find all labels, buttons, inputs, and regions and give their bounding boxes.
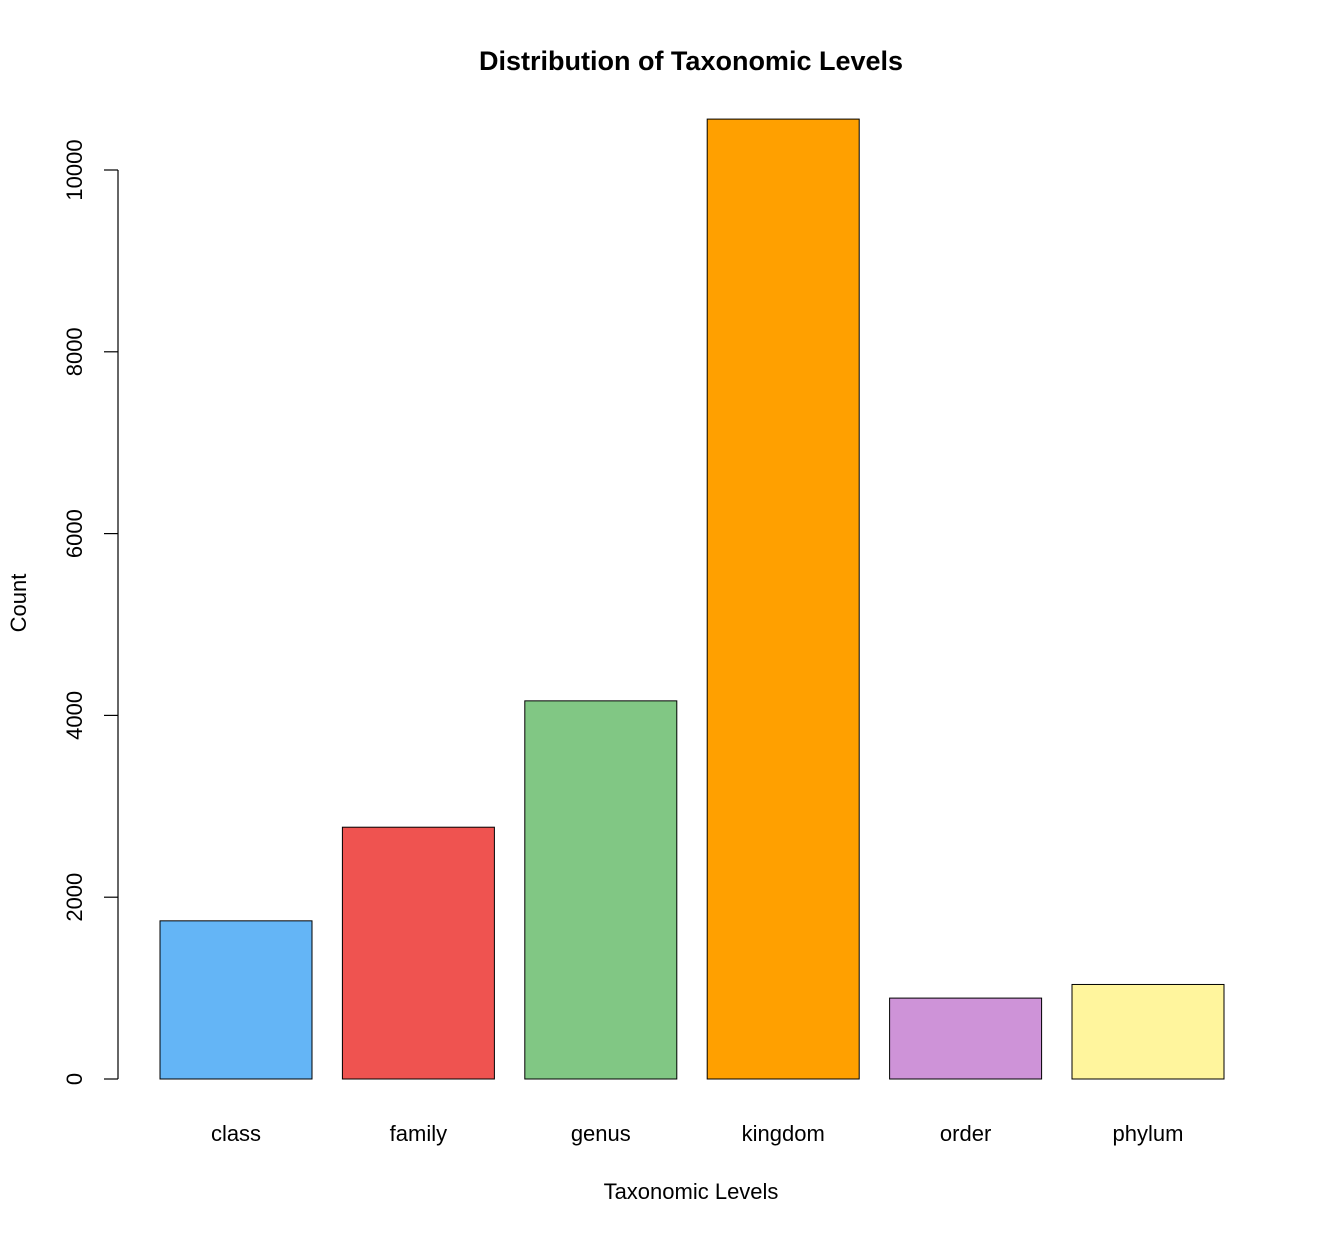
bars-group [159,118,1225,1080]
y-tick-label: 6000 [62,509,87,558]
bar-family [341,826,495,1080]
x-tick-label-family: family [390,1121,447,1146]
y-axis-label: Count [6,574,31,633]
bar-phylum [1071,983,1225,1080]
y-tick-label: 2000 [62,873,87,922]
bar-class [159,920,313,1080]
bar-genus [524,700,678,1080]
x-tick-label-genus: genus [571,1121,631,1146]
bar-kingdom [706,118,860,1080]
y-tick-label: 4000 [62,691,87,740]
x-tick-label-phylum: phylum [1113,1121,1184,1146]
y-tick-label: 10000 [62,139,87,200]
x-tick-label-class: class [211,1121,261,1146]
x-tick-labels: class family genus kingdom order phylum [211,1121,1184,1146]
x-tick-label-kingdom: kingdom [742,1121,825,1146]
x-axis-label: Taxonomic Levels [604,1179,779,1204]
y-tick-label: 0 [62,1073,87,1085]
bar-order [889,997,1043,1080]
y-tick-label: 8000 [62,327,87,376]
chart-title: Distribution of Taxonomic Levels [479,46,903,76]
x-tick-label-order: order [940,1121,991,1146]
y-axis: 0 2000 4000 6000 8000 10000 [62,139,119,1085]
